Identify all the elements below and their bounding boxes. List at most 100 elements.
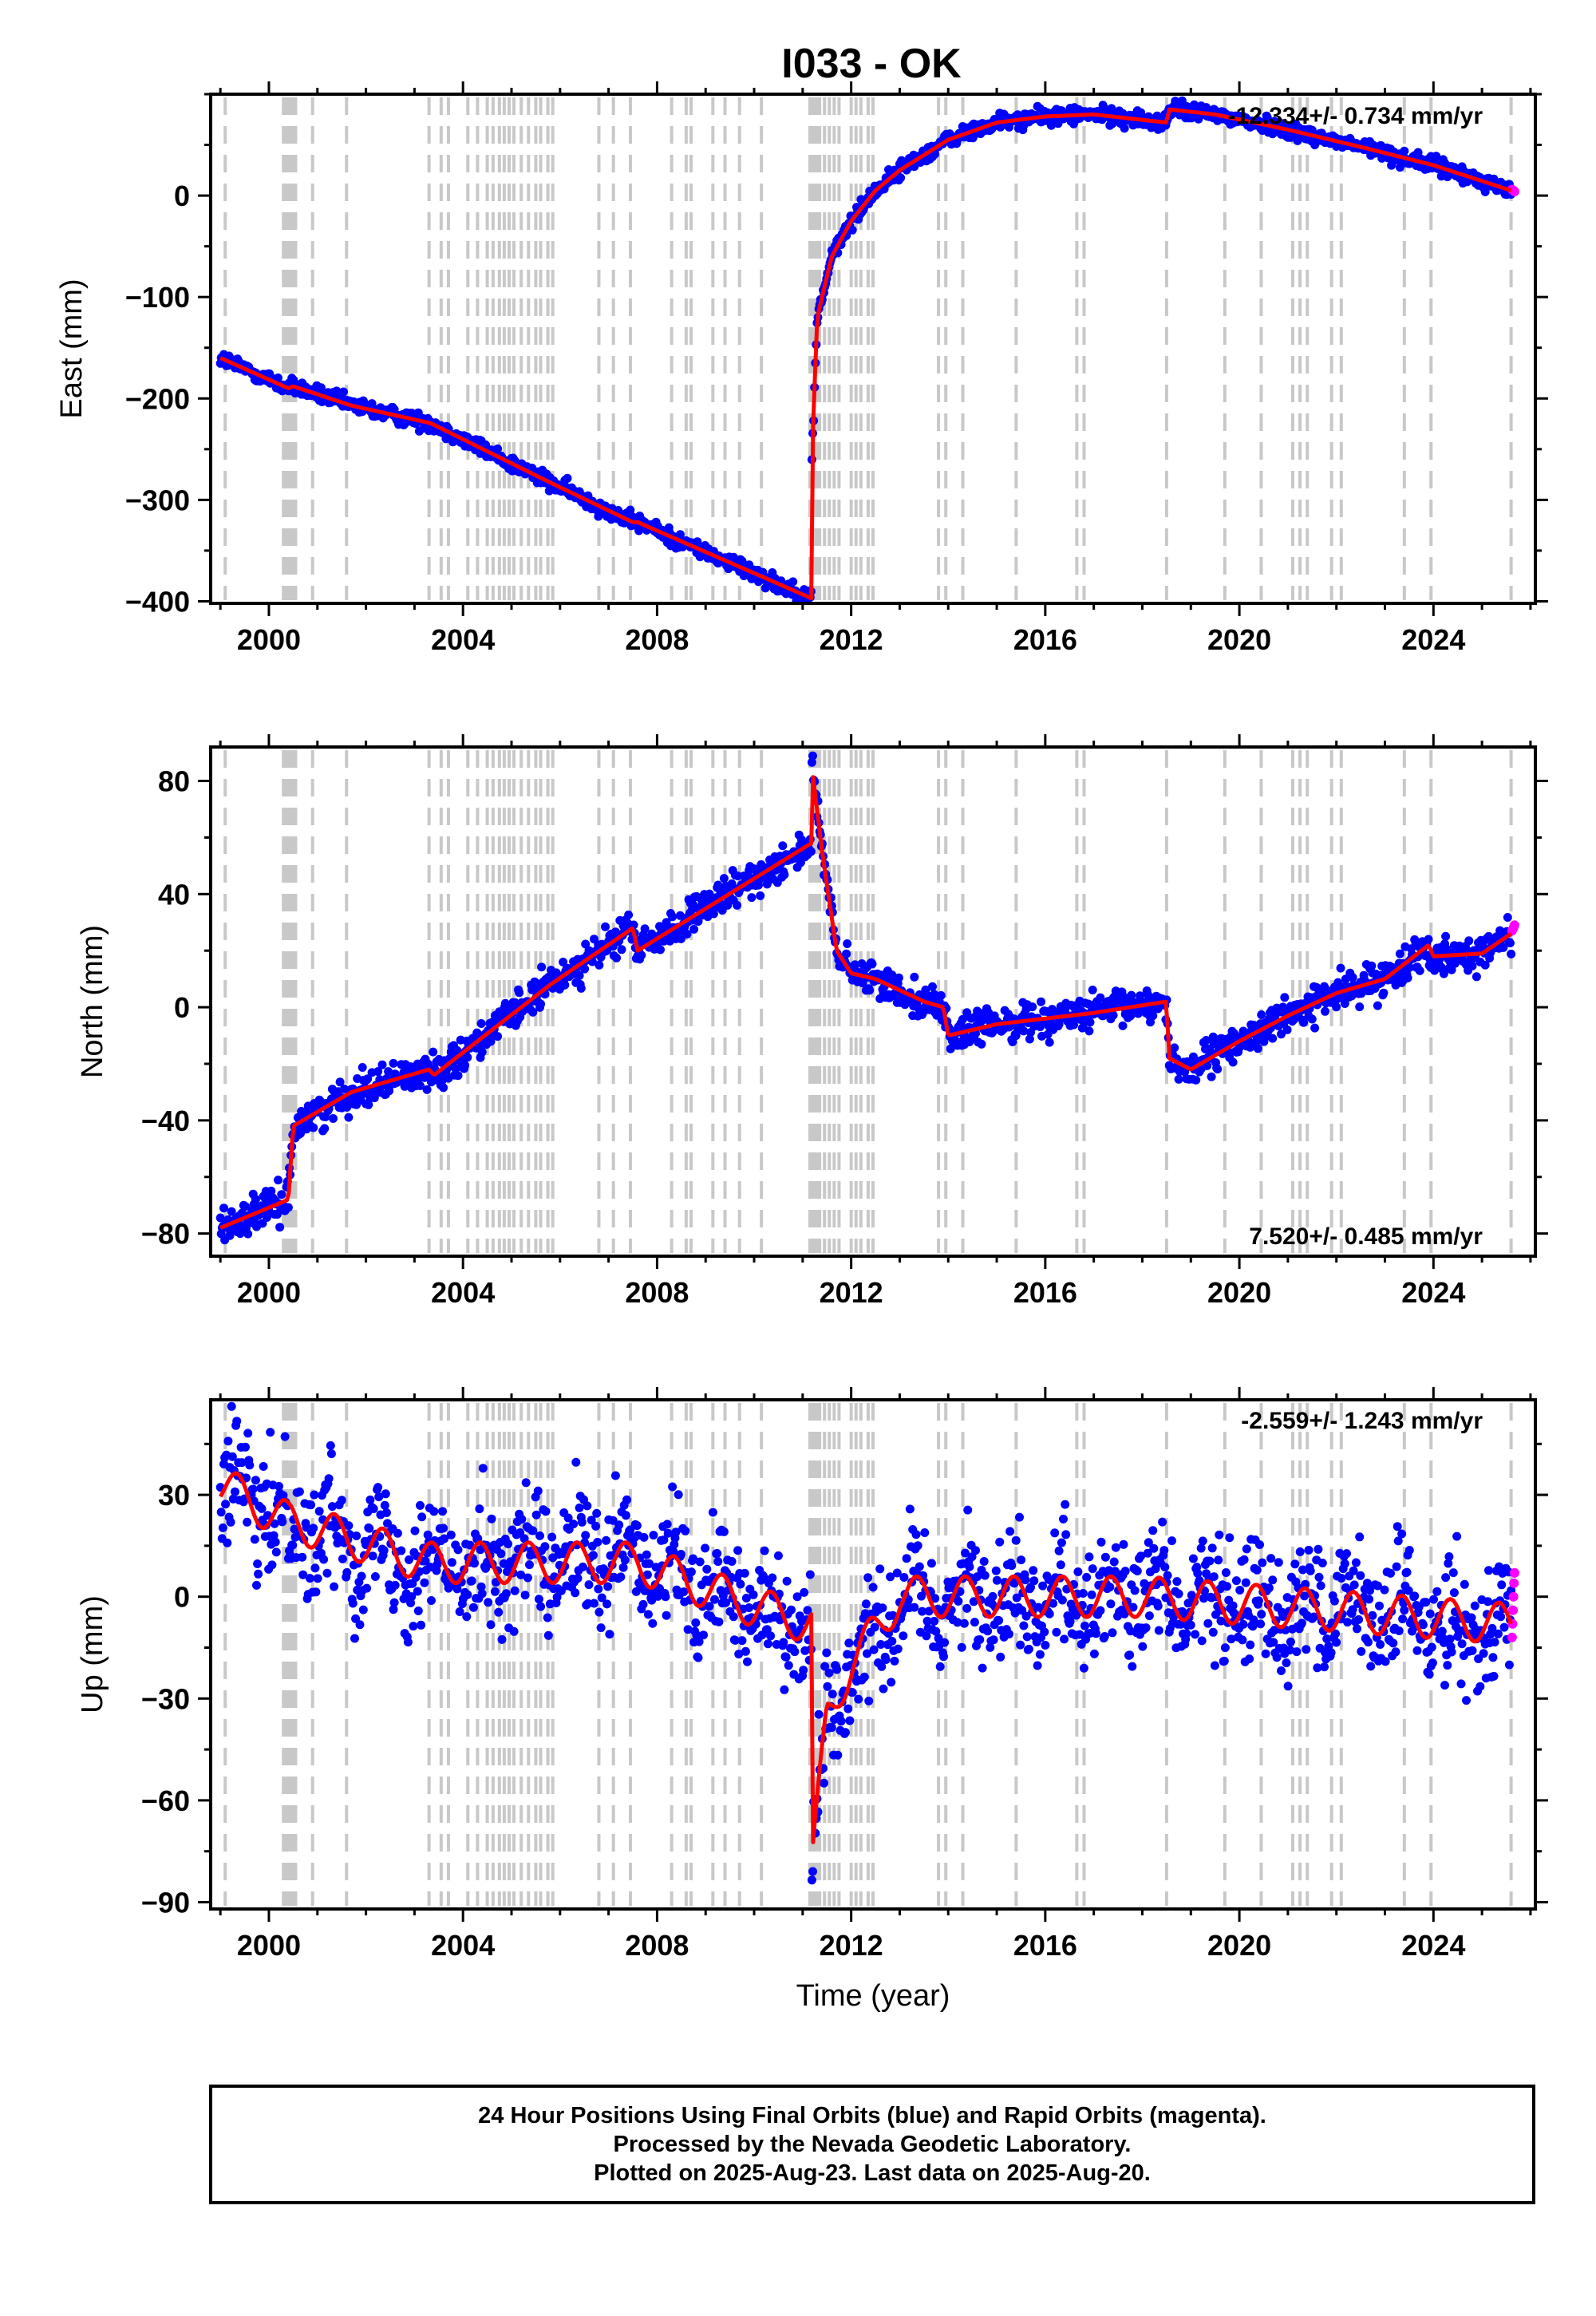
final-orbit-point xyxy=(487,1514,496,1524)
final-orbit-point xyxy=(824,1668,834,1678)
final-orbit-point xyxy=(1127,990,1136,1000)
final-orbit-point xyxy=(1395,949,1404,958)
final-orbit-point xyxy=(781,1652,791,1662)
final-orbit-point xyxy=(219,1203,228,1213)
final-orbit-point xyxy=(887,1678,896,1687)
final-orbit-point xyxy=(674,1490,683,1500)
final-orbit-point xyxy=(790,1647,800,1657)
final-orbit-point xyxy=(612,953,621,962)
final-orbit-point xyxy=(563,473,572,483)
final-orbit-point xyxy=(501,1589,511,1599)
final-orbit-point xyxy=(1038,1581,1048,1591)
final-orbit-point xyxy=(253,1559,263,1568)
final-orbit-point xyxy=(384,1067,393,1077)
final-orbit-point xyxy=(243,1517,252,1527)
final-orbit-point xyxy=(1393,1522,1402,1531)
final-orbit-point xyxy=(490,1587,500,1596)
final-orbit-point xyxy=(1084,1552,1094,1562)
final-orbit-point xyxy=(935,1662,945,1671)
final-orbit-point xyxy=(994,1616,1004,1625)
final-orbit-point xyxy=(232,1417,242,1426)
final-orbit-point xyxy=(365,1524,374,1533)
final-orbit-point xyxy=(1017,1555,1026,1565)
final-orbit-point xyxy=(1452,1531,1462,1541)
final-orbit-point xyxy=(1258,1558,1267,1567)
final-orbit-point xyxy=(1011,1535,1021,1545)
x-tick-label: 2020 xyxy=(1207,1929,1271,1962)
final-orbit-point xyxy=(358,1605,368,1614)
final-orbit-point xyxy=(591,1521,601,1531)
final-orbit-point xyxy=(1326,1648,1336,1658)
final-orbit-point xyxy=(1160,1563,1170,1572)
final-orbit-point xyxy=(1108,1628,1117,1638)
final-orbit-point xyxy=(475,1504,484,1514)
final-orbit-point xyxy=(768,1573,777,1583)
final-orbit-point xyxy=(894,973,903,982)
final-orbit-point xyxy=(573,1574,583,1583)
final-orbit-point xyxy=(1440,1681,1449,1690)
final-orbit-point xyxy=(1035,1650,1045,1659)
final-orbit-point xyxy=(271,1537,280,1547)
model-line xyxy=(219,775,1513,1230)
final-orbit-point xyxy=(780,870,789,879)
final-orbit-point xyxy=(427,1596,436,1605)
final-orbit-point xyxy=(590,1599,598,1608)
final-orbit-point xyxy=(1441,931,1451,941)
event-lines xyxy=(223,97,1513,600)
final-orbit-point xyxy=(1154,1626,1163,1635)
final-orbit-point xyxy=(329,1114,338,1123)
final-orbit-point xyxy=(259,1462,268,1471)
final-orbit-point xyxy=(1118,1021,1128,1030)
final-orbit-point xyxy=(1182,1629,1191,1638)
final-orbit-point xyxy=(1188,1554,1198,1563)
x-tick-label: 2016 xyxy=(1013,1929,1077,1962)
final-orbit-point xyxy=(1088,1564,1097,1574)
final-orbit-point xyxy=(1490,1638,1499,1647)
final-orbit-point xyxy=(1286,1637,1295,1646)
rapid-orbit-point xyxy=(1509,920,1519,931)
final-orbit-point xyxy=(1170,1043,1179,1053)
final-orbit-point xyxy=(523,1573,532,1583)
final-orbit-point xyxy=(1489,1671,1499,1681)
final-orbit-point xyxy=(326,1449,336,1459)
final-orbit-point xyxy=(833,1750,843,1760)
final-orbit-point xyxy=(521,1478,531,1488)
final-orbit-point xyxy=(477,1047,487,1057)
final-orbit-point xyxy=(977,1039,986,1049)
final-orbit-point xyxy=(1253,1044,1262,1053)
final-orbit-point xyxy=(319,1555,329,1564)
final-orbit-point xyxy=(1153,1601,1163,1611)
final-orbit-point xyxy=(215,1213,225,1223)
final-orbit-point xyxy=(416,1500,425,1510)
final-orbit-point xyxy=(622,1495,631,1504)
final-orbit-point xyxy=(413,1587,422,1596)
final-orbit-point xyxy=(1092,1629,1100,1638)
final-orbit-point xyxy=(799,1666,808,1675)
final-orbit-point xyxy=(271,1547,281,1557)
final-orbit-point xyxy=(713,1557,723,1567)
final-orbit-point xyxy=(843,939,852,948)
final-orbit-point xyxy=(1052,1627,1061,1637)
final-orbit-point xyxy=(243,1429,253,1438)
final-orbit-point xyxy=(1349,1580,1359,1590)
final-orbit-point xyxy=(274,1176,282,1185)
final-orbit-point xyxy=(741,1646,750,1656)
final-orbit-point xyxy=(807,1875,816,1885)
final-orbit-point xyxy=(922,1631,931,1641)
final-orbit-point xyxy=(1415,966,1424,975)
final-orbit-point xyxy=(1221,1568,1231,1577)
final-orbit-point xyxy=(1400,1606,1409,1615)
final-orbit-point xyxy=(1223,1582,1231,1591)
final-orbit-point xyxy=(1354,1614,1364,1624)
final-orbit-point xyxy=(536,1602,546,1611)
final-orbit-point xyxy=(528,1007,538,1017)
final-orbit-point xyxy=(1429,1595,1438,1604)
final-orbit-point xyxy=(294,1487,304,1496)
final-orbit-point xyxy=(1476,1682,1485,1691)
final-orbit-point xyxy=(1398,1614,1408,1624)
final-orbit-point xyxy=(1061,1530,1071,1539)
final-orbit-point xyxy=(713,880,723,890)
final-orbit-point xyxy=(642,1550,651,1559)
final-orbit-point xyxy=(493,444,503,453)
